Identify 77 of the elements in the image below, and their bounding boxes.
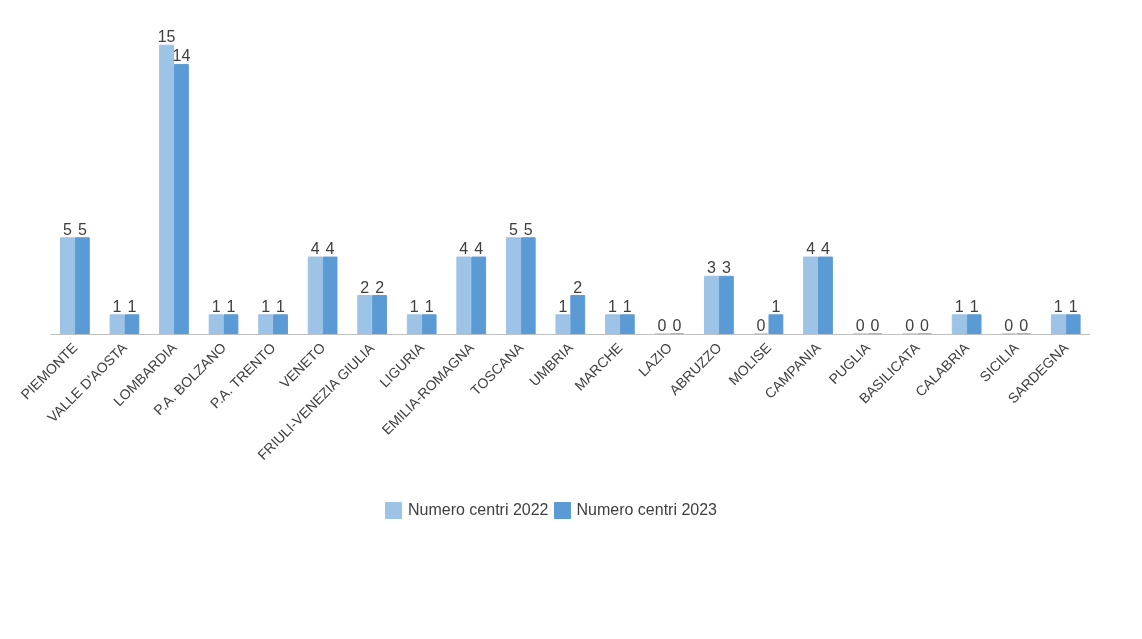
bar (951, 314, 967, 335)
bar (307, 256, 323, 335)
data-label: 0 (905, 317, 915, 335)
data-label: 1 (954, 297, 964, 315)
data-label: 0 (756, 317, 766, 335)
bar (273, 314, 288, 335)
bar (159, 44, 174, 335)
bar (966, 314, 982, 335)
data-label: 1 (127, 297, 137, 315)
data-label: 5 (508, 220, 518, 238)
bar (471, 256, 487, 335)
bar (109, 314, 125, 335)
bar (74, 237, 90, 335)
bar (818, 256, 833, 335)
data-label: 4 (459, 240, 469, 258)
data-label: 4 (310, 240, 320, 258)
data-label: 1 (276, 297, 286, 315)
data-label: 3 (721, 259, 731, 277)
bar (208, 314, 224, 335)
data-label: 5 (77, 220, 87, 238)
data-label: 1 (226, 297, 236, 315)
data-label: 4 (821, 240, 830, 258)
data-label: 5 (523, 220, 533, 238)
data-label: 1 (112, 297, 122, 315)
bar (124, 314, 140, 335)
bar (322, 256, 338, 335)
bar (406, 314, 422, 335)
data-label: 1 (622, 297, 632, 315)
data-label: 0 (672, 317, 682, 335)
data-label: 2 (375, 278, 385, 296)
data-label: 1 (211, 297, 221, 315)
data-label: 4 (806, 240, 816, 258)
bar (768, 314, 784, 335)
legend-label: Numero centri 2022 (407, 501, 549, 519)
data-label: 1 (771, 297, 781, 315)
data-label: 0 (1019, 317, 1029, 335)
data-label: 1 (558, 297, 568, 315)
data-label: 14 (172, 47, 191, 65)
data-label: 2 (360, 278, 370, 296)
data-label: 0 (870, 317, 880, 335)
data-label: 1 (261, 297, 271, 315)
bar (258, 314, 274, 335)
bar (718, 275, 734, 335)
bar (1050, 314, 1066, 335)
bar (505, 237, 521, 335)
data-label: 1 (1053, 297, 1063, 315)
data-label: 1 (424, 297, 434, 315)
bar (60, 237, 75, 335)
bar (421, 314, 437, 335)
bar (619, 314, 635, 335)
data-label: 1 (969, 297, 979, 315)
legend-label: Numero centri 2023 (576, 501, 718, 519)
bar (803, 256, 819, 335)
data-label: 5 (63, 220, 73, 238)
bar (1065, 314, 1081, 335)
bar (555, 314, 571, 335)
bar (456, 256, 472, 335)
bar (357, 295, 373, 335)
data-label: 1 (409, 297, 419, 315)
bar (570, 295, 586, 335)
bar (520, 237, 536, 335)
data-label: 4 (325, 240, 335, 258)
data-label: 3 (707, 259, 717, 277)
bar (173, 63, 189, 335)
data-label: 2 (573, 278, 583, 296)
data-label: 4 (474, 240, 484, 258)
data-label: 0 (920, 317, 930, 335)
bar (372, 295, 388, 335)
data-label: 0 (1004, 317, 1014, 335)
data-label: 0 (657, 317, 667, 335)
data-label: 0 (855, 317, 865, 335)
bar (223, 314, 239, 335)
bar (704, 275, 719, 335)
data-label: 1 (1068, 297, 1078, 315)
bar (604, 314, 620, 335)
data-label: 15 (157, 28, 176, 46)
data-label: 1 (607, 297, 617, 315)
